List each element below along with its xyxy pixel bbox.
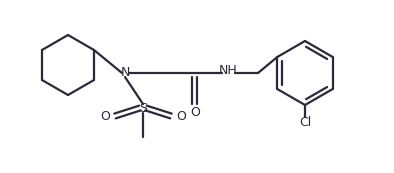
Text: N: N bbox=[120, 66, 130, 80]
Text: O: O bbox=[176, 110, 186, 122]
Text: O: O bbox=[190, 107, 200, 120]
Text: S: S bbox=[139, 102, 147, 115]
Text: O: O bbox=[100, 110, 110, 122]
Text: Cl: Cl bbox=[299, 116, 311, 130]
Text: NH: NH bbox=[219, 65, 237, 78]
